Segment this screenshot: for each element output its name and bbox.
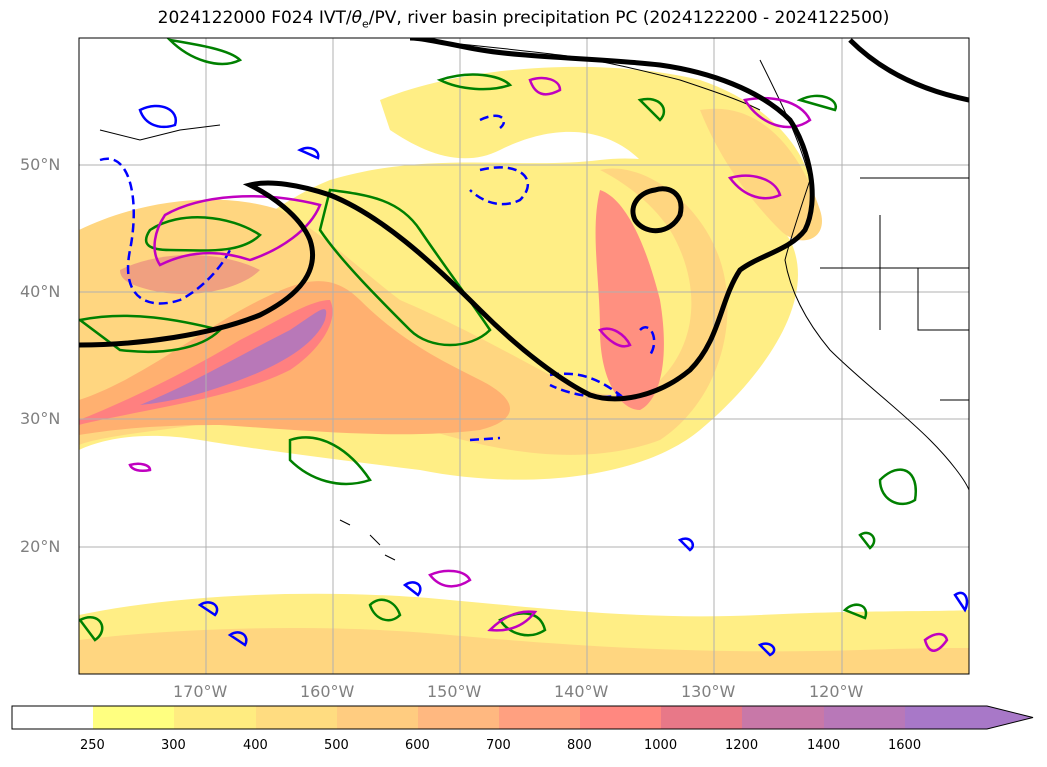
colorbar-extend-arrow	[905, 706, 1033, 729]
blue-dashed-contours	[99, 114, 656, 442]
colorbar-outline	[11, 705, 1034, 730]
colorbar-segment-2	[174, 706, 256, 729]
colorbar-tick-1000: 1000	[644, 738, 678, 753]
lon-label-150w: 150°W	[427, 682, 482, 701]
colorbar-segment-5	[418, 706, 499, 729]
colorbar-segment-1	[93, 706, 174, 729]
colorbar-tick-800: 800	[567, 738, 592, 753]
lon-label-160w: 160°W	[300, 682, 355, 701]
lon-label-170w: 170°W	[173, 682, 228, 701]
lat-label-50n: 50°N	[20, 155, 61, 174]
colorbar-segment-6	[499, 706, 580, 729]
colorbar-segment-7	[580, 706, 661, 729]
coastline	[99, 39, 969, 561]
colorbar-segment-4	[337, 706, 418, 729]
colorbar	[11, 705, 1034, 730]
colorbar-tick-300: 300	[161, 738, 186, 753]
lat-label-30n: 30°N	[20, 409, 61, 428]
lon-label-140w: 140°W	[554, 682, 609, 701]
green-contours	[79, 38, 918, 642]
lon-label-120w: 120°W	[809, 682, 864, 701]
colorbar-tick-500: 500	[324, 738, 349, 753]
colorbar-segment-10	[824, 706, 905, 729]
colorbar-segment-9	[742, 706, 824, 729]
colorbar-tick-1400: 1400	[807, 738, 841, 753]
map-area	[79, 38, 969, 674]
colorbar-segment-0	[12, 706, 93, 729]
colorbar-tick-700: 700	[486, 738, 511, 753]
map-frame	[78, 37, 970, 675]
colorbar-tick-1200: 1200	[725, 738, 759, 753]
colorbar-segment-8	[661, 706, 742, 729]
pv-contour	[79, 38, 969, 402]
colorbar-tick-600: 600	[405, 738, 430, 753]
magenta-contours	[128, 76, 949, 652]
colorbar-tick-400: 400	[243, 738, 268, 753]
colorbar-tick-1600: 1600	[888, 738, 922, 753]
lat-label-20n: 20°N	[20, 537, 61, 556]
blue-contours	[138, 104, 969, 657]
lon-label-130w: 130°W	[681, 682, 736, 701]
colorbar-tick-250: 250	[80, 738, 105, 753]
lat-label-40n: 40°N	[20, 282, 61, 301]
gridlines	[79, 38, 969, 674]
colorbar-segment-3	[256, 706, 337, 729]
map-title: 2024122000 F024 IVT/θe/PV, river basin p…	[157, 8, 890, 31]
